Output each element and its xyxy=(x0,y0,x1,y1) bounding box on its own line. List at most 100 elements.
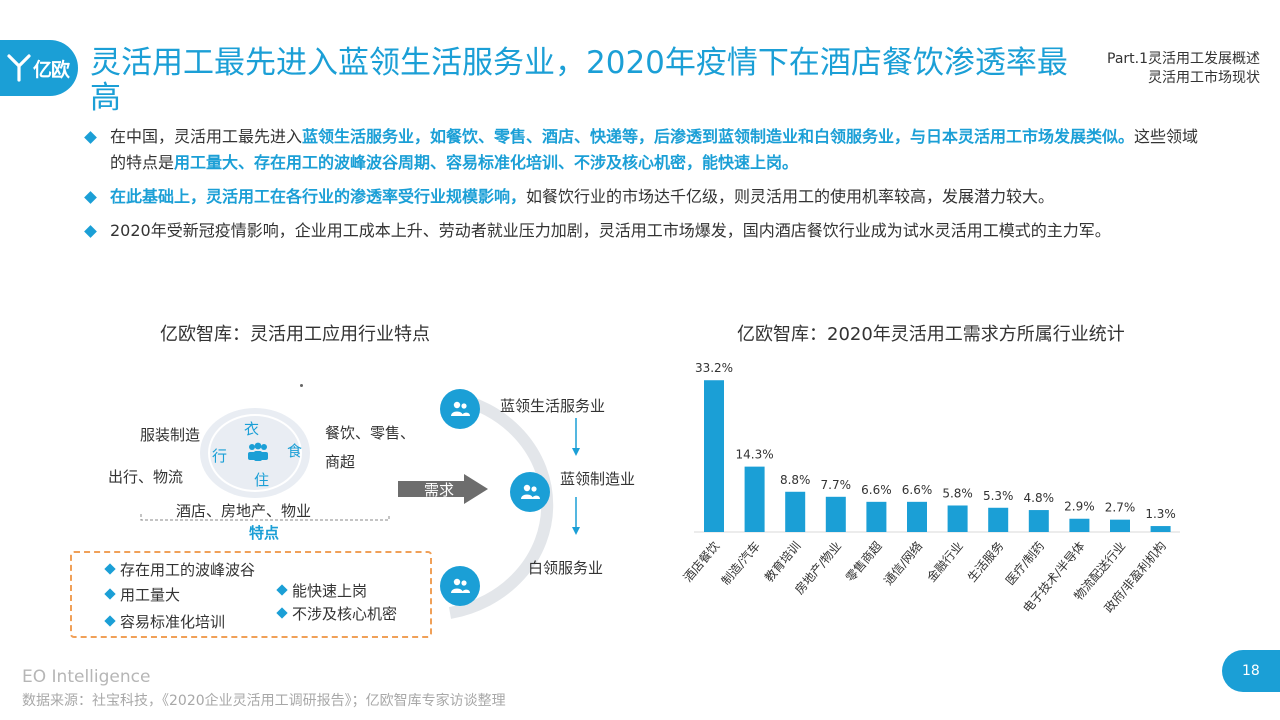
feature-ring-inner xyxy=(208,414,302,492)
category-label: 零售商超 xyxy=(842,538,884,584)
section-label: Part.1灵活用工发展概述 灵活用工市场现状 xyxy=(1107,50,1260,88)
flow-label-blue-service: 蓝领生活服务业 xyxy=(500,397,606,415)
industry-travel: 出行、物流 xyxy=(108,468,184,486)
bullet-highlight: 在此基础上，灵活用工在各行业的渗透率受行业规模影响， xyxy=(110,187,527,206)
data-label: 8.8% xyxy=(780,473,811,487)
data-label: 7.7% xyxy=(821,478,852,492)
chart-title: 亿欧智库：2020年灵活用工需求方所属行业统计 xyxy=(737,324,1125,345)
bullet-item: 2020年受新冠疫情影响，企业用工成本上升、劳动者就业压力加剧，灵活用工市场爆发… xyxy=(84,218,1214,244)
data-label: 33.2% xyxy=(695,361,733,375)
bullet-text: 如餐饮行业的市场达千亿级，则灵活用工的使用机率较高，发展潜力较大。 xyxy=(526,187,1055,206)
logo: 亿欧 xyxy=(0,40,78,96)
bar xyxy=(785,491,806,532)
demand-label: 需求 xyxy=(424,481,455,499)
data-label: 5.8% xyxy=(942,486,973,500)
bar xyxy=(825,496,846,532)
flow-node-icon xyxy=(510,472,550,512)
section-sub: 灵活用工市场现状 xyxy=(1148,70,1260,86)
logo-text: 亿欧 xyxy=(33,58,70,81)
bar xyxy=(704,380,724,532)
diamond-icon xyxy=(276,584,288,596)
people-icon xyxy=(248,442,268,461)
brace-line xyxy=(140,514,390,521)
flow-arc xyxy=(448,391,554,619)
bar xyxy=(1110,519,1130,532)
data-label: 4.8% xyxy=(1024,491,1055,505)
category-label: 金融行业 xyxy=(924,538,966,584)
bar xyxy=(988,507,1009,532)
decor-dot xyxy=(300,384,303,387)
footer-brand: EO Intelligence xyxy=(22,667,151,687)
category-label: 酒店餐饮 xyxy=(680,538,722,584)
down-arrow-icon xyxy=(572,497,580,535)
diamond-icon xyxy=(84,131,97,144)
bullet-highlight: 用工量大、存在用工的波峰波谷周期、容易标准化培训、不涉及核心机密，能快速上岗。 xyxy=(174,153,799,172)
bar xyxy=(1150,526,1171,532)
bullet-text: 这些领域的特点是 xyxy=(110,127,1199,172)
data-label: 2.9% xyxy=(1064,500,1095,514)
category-label: 生活服务 xyxy=(964,538,1006,584)
diamond-icon xyxy=(84,191,97,204)
section-part: Part.1灵活用工发展概述 xyxy=(1107,51,1260,67)
features-title: 特点 xyxy=(249,524,280,542)
data-label: 14.3% xyxy=(736,448,774,462)
logo-icon xyxy=(7,54,31,82)
bullet-highlight: 蓝领生活服务业，如餐饮、零售、酒店、快递等，后渗透到蓝领制造业和白领服务业，与日… xyxy=(302,127,1135,146)
diamond-icon xyxy=(104,615,116,627)
feature-item: 存在用工的波峰波谷 xyxy=(104,559,255,580)
bar-chart: 33.2%酒店餐饮14.3%制造/汽车8.8%教育培训7.7%房地产/物业6.6… xyxy=(680,361,1180,615)
ring-label-top: 衣 xyxy=(244,420,260,438)
flow-label-blue-manufacture: 蓝领制造业 xyxy=(560,470,636,488)
data-label: 5.3% xyxy=(983,489,1014,503)
diamond-icon xyxy=(84,225,97,238)
bar xyxy=(1069,518,1090,532)
data-label: 1.3% xyxy=(1145,507,1176,521)
flow-node-icon xyxy=(440,566,480,606)
ring-label-bottom: 住 xyxy=(254,471,270,489)
people-icon xyxy=(451,578,470,593)
diamond-icon xyxy=(104,563,116,575)
category-label: 教育培训 xyxy=(761,538,803,584)
bullet-text: 2020年受新冠疫情影响，企业用工成本上升、劳动者就业压力加剧，灵活用工市场爆发… xyxy=(110,221,1111,240)
industry-food: 餐饮、零售、 xyxy=(325,424,416,442)
bullet-item: 在此基础上，灵活用工在各行业的渗透率受行业规模影响，如餐饮行业的市场达千亿级，则… xyxy=(84,184,1214,210)
bar xyxy=(744,466,765,532)
left-panel-title: 亿欧智库：灵活用工应用行业特点 xyxy=(160,324,430,345)
feature-text: 存在用工的波峰波谷 xyxy=(120,561,256,579)
data-label: 2.7% xyxy=(1105,501,1136,515)
feature-item: 不涉及核心机密 xyxy=(276,603,397,624)
page-number: 18 xyxy=(1222,650,1280,692)
flow-node-icon xyxy=(440,389,480,429)
people-icon xyxy=(521,484,540,499)
bar xyxy=(947,505,968,532)
diamond-icon xyxy=(276,607,288,619)
feature-item: 容易标准化培训 xyxy=(104,611,225,632)
people-icon xyxy=(451,401,470,416)
bar xyxy=(1028,510,1049,532)
category-label: 医疗/制药 xyxy=(1003,539,1047,588)
category-label: 制造/汽车 xyxy=(718,538,763,588)
demand-arrow xyxy=(398,474,488,504)
ring-label-right: 食 xyxy=(287,442,303,460)
data-label: 6.6% xyxy=(902,483,933,497)
data-label: 6.6% xyxy=(861,483,892,497)
feature-item: 能快速上岗 xyxy=(276,580,367,601)
diamond-icon xyxy=(104,588,116,600)
industry-hotel: 酒店、房地产、物业 xyxy=(176,502,312,520)
features-box xyxy=(70,551,432,638)
feature-text: 用工量大 xyxy=(120,586,181,604)
ring-label-left: 行 xyxy=(212,447,228,465)
feature-text: 容易标准化培训 xyxy=(120,613,226,631)
industry-clothing: 服装制造 xyxy=(140,426,201,444)
bar xyxy=(866,501,887,532)
bullet-list: 在中国，灵活用工最先进入蓝领生活服务业，如餐饮、零售、酒店、快递等，后渗透到蓝领… xyxy=(84,124,1214,252)
bullet-item: 在中国，灵活用工最先进入蓝领生活服务业，如餐饮、零售、酒店、快递等，后渗透到蓝领… xyxy=(84,124,1214,176)
bar xyxy=(907,501,927,532)
feature-text: 能快速上岗 xyxy=(292,582,368,600)
industry-food-2: 商超 xyxy=(325,453,356,471)
bullet-text: 在中国，灵活用工最先进入 xyxy=(110,127,303,146)
down-arrow-icon xyxy=(572,418,580,456)
feature-item: 用工量大 xyxy=(104,584,180,605)
page-title: 灵活用工最先进入蓝领生活服务业，2020年疫情下在酒店餐饮渗透率最高 xyxy=(90,45,1068,116)
feature-text: 不涉及核心机密 xyxy=(292,605,398,623)
